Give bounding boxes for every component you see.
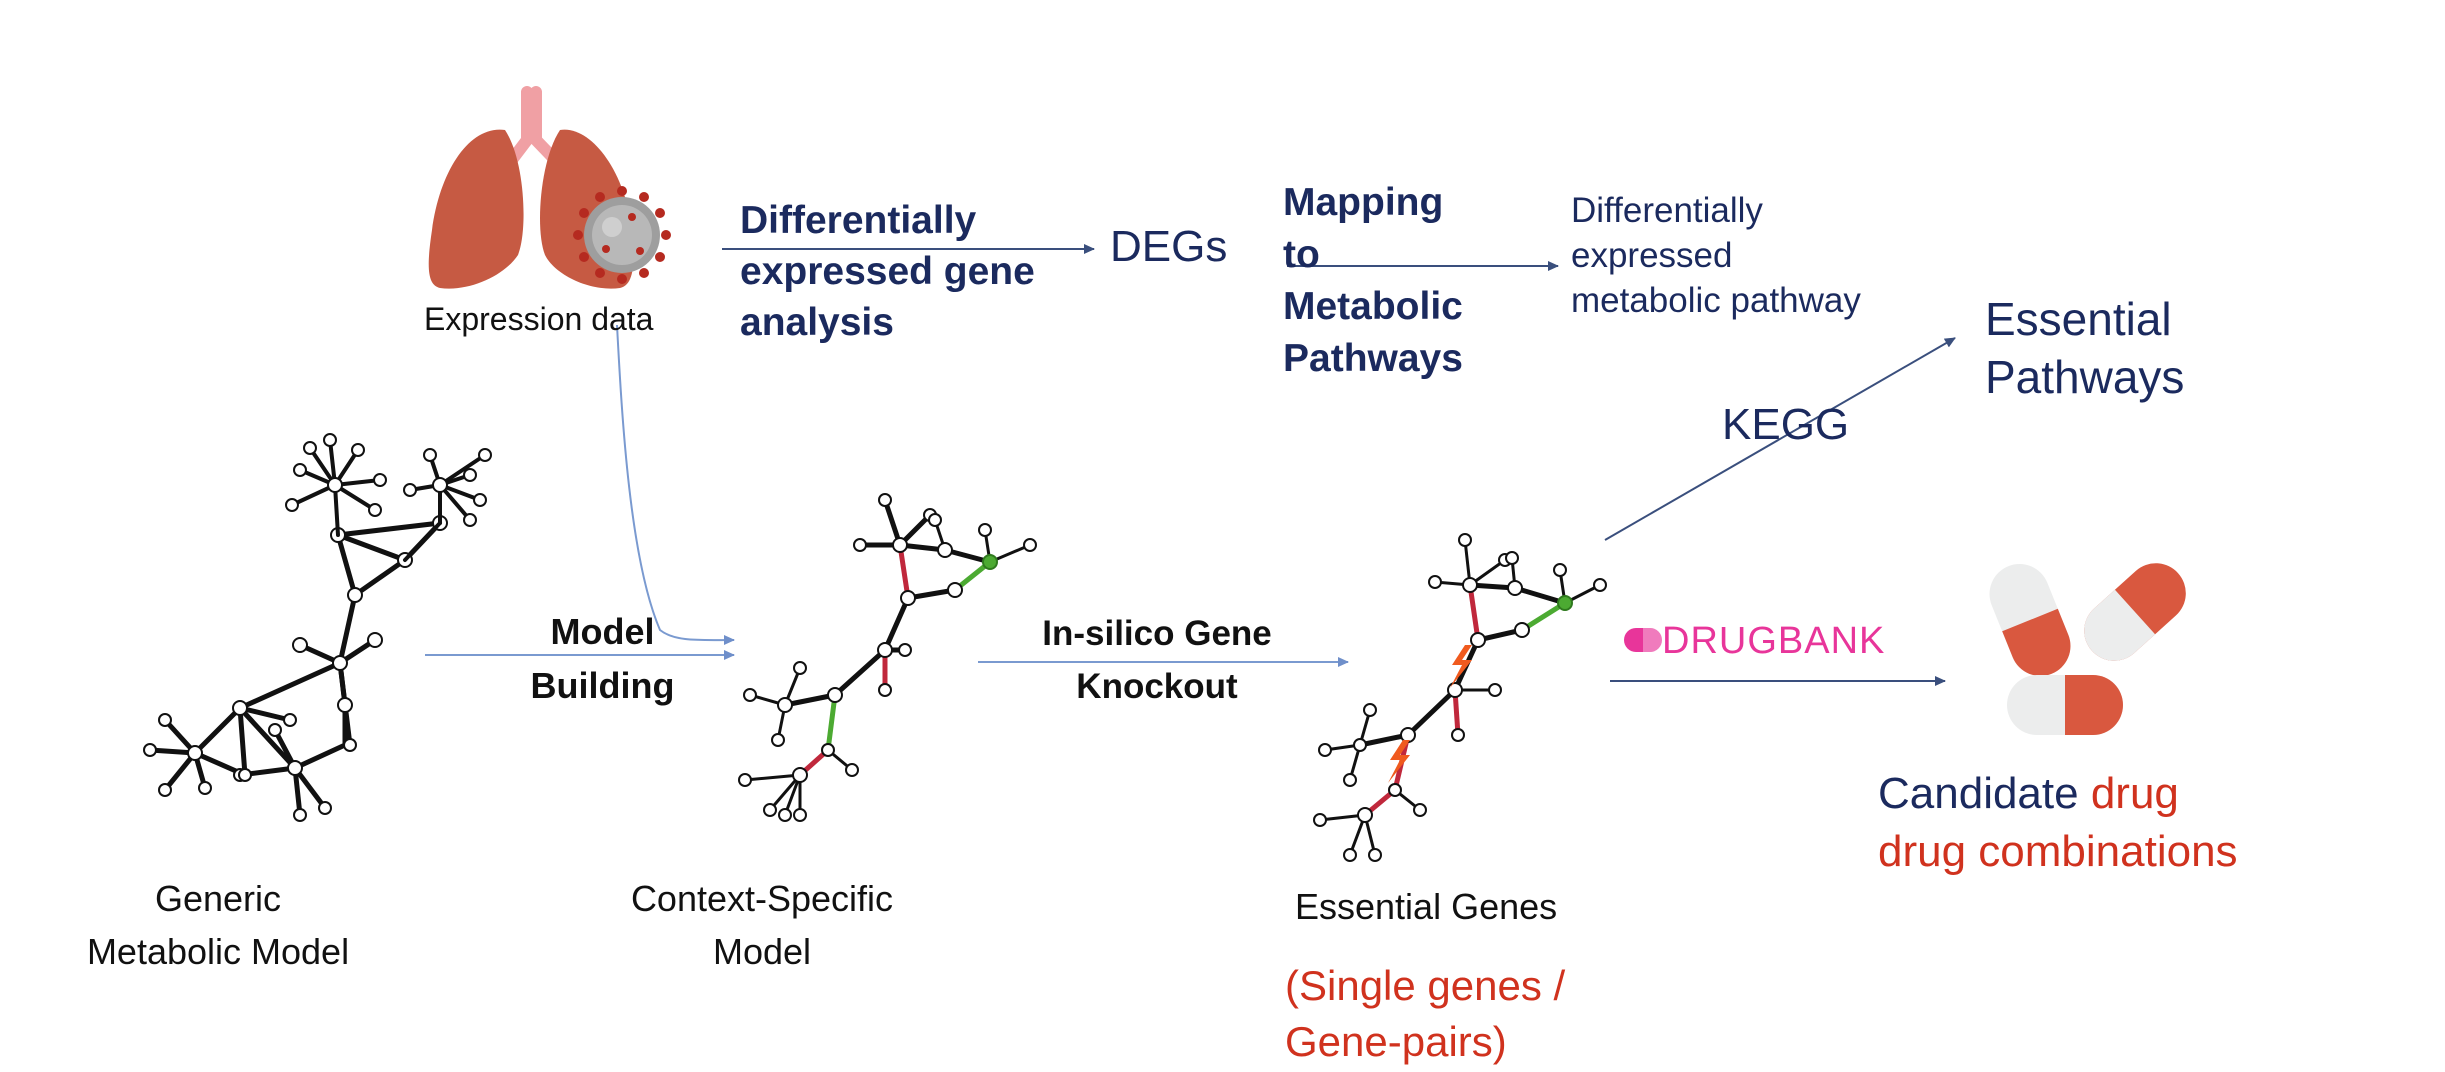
candidate-line2: drug combinations xyxy=(1878,827,2238,876)
candidate-part1: Candidate xyxy=(1878,769,2091,818)
kegg-label: KEGG xyxy=(1722,400,1850,449)
arrow-kegg-to-pathways xyxy=(1604,337,1956,541)
single-genes-line2: Gene-pairs) xyxy=(1285,1018,1507,1065)
demp-label: Differentially expressed metabolic pathw… xyxy=(1571,188,1861,323)
single-genes-label: (Single genes / Gene-pairs) xyxy=(1285,958,1565,1070)
demp-label-line1: Differentially xyxy=(1571,191,1763,230)
generic-network-top-nodes xyxy=(285,433,492,527)
knockout-line1: In-silico Gene xyxy=(1042,614,1272,653)
context-model-line1: Context-Specific xyxy=(630,878,894,919)
context-model-label: Context-Specific Model xyxy=(612,872,912,978)
context-model-line2: Model xyxy=(712,931,812,972)
dea-label: Differentially expressed gene analysis xyxy=(740,195,1035,348)
dea-label-line1: Differentially xyxy=(740,199,977,242)
degs-label: DEGs xyxy=(1110,222,1228,271)
candidate-part2: drug xyxy=(2090,769,2179,818)
mapping-label-line1: Mapping xyxy=(1283,181,1444,224)
dea-label-line2: expressed gene xyxy=(740,250,1035,293)
dea-label-line3: analysis xyxy=(740,301,894,344)
generic-model-line2: Metabolic Model xyxy=(86,931,350,972)
arrow-expression-to-context xyxy=(616,324,735,646)
essential-network xyxy=(1357,582,1568,818)
mapping-label-line3: Metabolic xyxy=(1283,285,1463,328)
knockout-label: In-silico Gene Knockout xyxy=(1022,607,1292,713)
context-network-nodes xyxy=(738,493,1037,822)
single-genes-line1: (Single genes / xyxy=(1285,962,1566,1009)
demp-label-line2: expressed xyxy=(1571,236,1733,275)
expression-data-label: Expression data xyxy=(424,301,654,337)
essential-network-nodes xyxy=(1313,533,1607,862)
mapping-label-line4: Pathways xyxy=(1283,337,1463,380)
model-building-label: Model Building xyxy=(525,605,680,713)
essential-genes-label: Essential Genes xyxy=(1295,886,1558,927)
model-building-line2: Building xyxy=(530,665,675,706)
essential-pathways-label: Essential Pathways xyxy=(1985,290,2184,406)
model-building-line1: Model xyxy=(550,611,655,652)
candidate-line1: Candidate drug xyxy=(1878,765,2238,823)
pill-icon xyxy=(1989,563,2186,735)
demp-label-line3: metabolic pathway xyxy=(1571,281,1861,320)
essential-pathways-line1: Essential xyxy=(1985,293,2172,345)
generic-network-top xyxy=(290,438,487,562)
generic-model-label: Generic Metabolic Model xyxy=(58,872,378,978)
mapping-label: Mapping to Metabolic Pathways xyxy=(1283,177,1463,385)
drugbank-label: DRUGBANK xyxy=(1662,620,1886,662)
generic-network-nodes xyxy=(143,515,448,822)
knockout-line2: Knockout xyxy=(1076,667,1238,706)
mapping-label-line2: to xyxy=(1283,233,1320,276)
lightning-icon xyxy=(1388,645,1472,783)
drugbank-logo-icon xyxy=(1624,628,1662,652)
essential-pathways-line2: Pathways xyxy=(1985,351,2185,403)
generic-model-line1: Generic xyxy=(154,878,282,919)
candidate-label: Candidate drug drug combinations xyxy=(1878,765,2238,881)
context-network xyxy=(782,497,993,778)
virus-icon xyxy=(573,186,671,284)
